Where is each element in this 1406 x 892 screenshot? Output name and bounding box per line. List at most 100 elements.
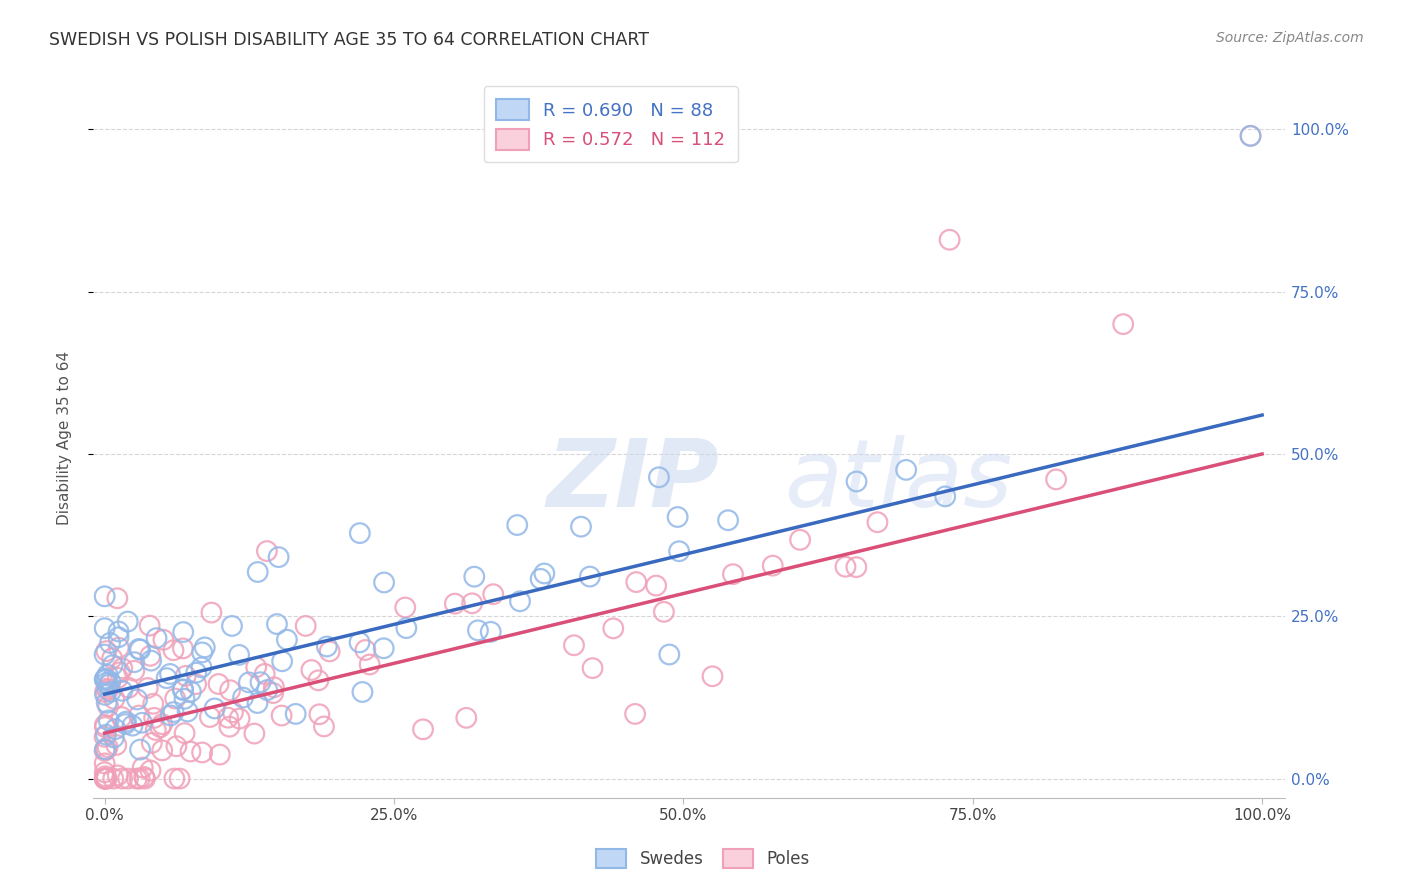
Point — [128, 772, 150, 786]
Point — [165, 691, 187, 706]
Point — [162, 643, 184, 657]
Point — [533, 566, 555, 581]
Point — [159, 708, 181, 723]
Point — [110, 710, 132, 724]
Point — [721, 567, 744, 582]
Point — [134, 770, 156, 784]
Point — [191, 645, 214, 659]
Point — [141, 736, 163, 750]
Point — [96, 742, 118, 756]
Point — [149, 720, 172, 734]
Point — [624, 706, 647, 721]
Point — [456, 711, 478, 725]
Point — [894, 463, 917, 477]
Point — [163, 772, 186, 786]
Point — [101, 651, 124, 665]
Point — [204, 701, 226, 715]
Point — [150, 743, 173, 757]
Point — [96, 667, 118, 681]
Point — [94, 685, 117, 699]
Point — [702, 669, 724, 683]
Point — [658, 648, 681, 662]
Point — [253, 667, 276, 681]
Point — [96, 772, 118, 786]
Point — [100, 685, 122, 699]
Point — [94, 772, 117, 786]
Point — [645, 578, 668, 592]
Point — [1045, 472, 1067, 486]
Point — [186, 665, 208, 680]
Point — [626, 575, 648, 590]
Point — [169, 772, 191, 786]
Point — [114, 717, 136, 731]
Point — [131, 715, 153, 730]
Point — [111, 661, 134, 675]
Point — [482, 587, 505, 601]
Point — [96, 681, 118, 696]
Point — [294, 619, 316, 633]
Point — [97, 714, 120, 728]
Point — [93, 772, 115, 786]
Point — [221, 619, 243, 633]
Point — [648, 470, 671, 484]
Point — [117, 681, 139, 695]
Point — [349, 635, 371, 649]
Point — [208, 747, 231, 762]
Point — [529, 572, 551, 586]
Point — [117, 615, 139, 629]
Point — [373, 575, 395, 590]
Point — [569, 519, 592, 533]
Point — [94, 769, 117, 783]
Point — [249, 675, 271, 690]
Point — [107, 768, 129, 782]
Point — [243, 726, 266, 740]
Point — [103, 772, 125, 786]
Point — [111, 772, 134, 786]
Point — [159, 667, 181, 681]
Point — [132, 760, 155, 774]
Point — [94, 718, 117, 732]
Point — [162, 705, 184, 719]
Point — [373, 641, 395, 656]
Point — [103, 731, 125, 745]
Point — [134, 772, 156, 786]
Point — [96, 675, 118, 690]
Point — [104, 722, 127, 736]
Point — [172, 641, 194, 656]
Point — [194, 640, 217, 655]
Point — [207, 677, 229, 691]
Point — [834, 559, 856, 574]
Y-axis label: Disability Age 35 to 64: Disability Age 35 to 64 — [58, 351, 72, 524]
Point — [94, 772, 117, 786]
Point — [165, 739, 187, 754]
Point — [93, 621, 115, 635]
Point — [479, 624, 502, 639]
Point — [270, 708, 292, 723]
Point — [139, 648, 162, 663]
Point — [93, 590, 115, 604]
Point — [349, 526, 371, 541]
Point — [180, 684, 202, 698]
Point — [139, 654, 162, 668]
Point — [96, 696, 118, 710]
Point — [228, 648, 250, 662]
Point — [762, 558, 785, 573]
Point — [93, 765, 115, 780]
Text: ZIP: ZIP — [546, 435, 718, 527]
Point — [218, 720, 240, 734]
Point — [93, 673, 115, 687]
Point — [461, 596, 484, 610]
Point — [94, 672, 117, 686]
Point — [129, 742, 152, 756]
Point — [312, 719, 335, 733]
Point — [94, 772, 117, 786]
Point — [142, 697, 165, 711]
Point — [127, 692, 149, 706]
Point — [266, 617, 288, 632]
Point — [666, 510, 689, 524]
Point — [107, 630, 129, 644]
Point — [139, 764, 162, 778]
Point — [97, 699, 120, 714]
Point — [172, 682, 194, 697]
Point — [934, 489, 956, 503]
